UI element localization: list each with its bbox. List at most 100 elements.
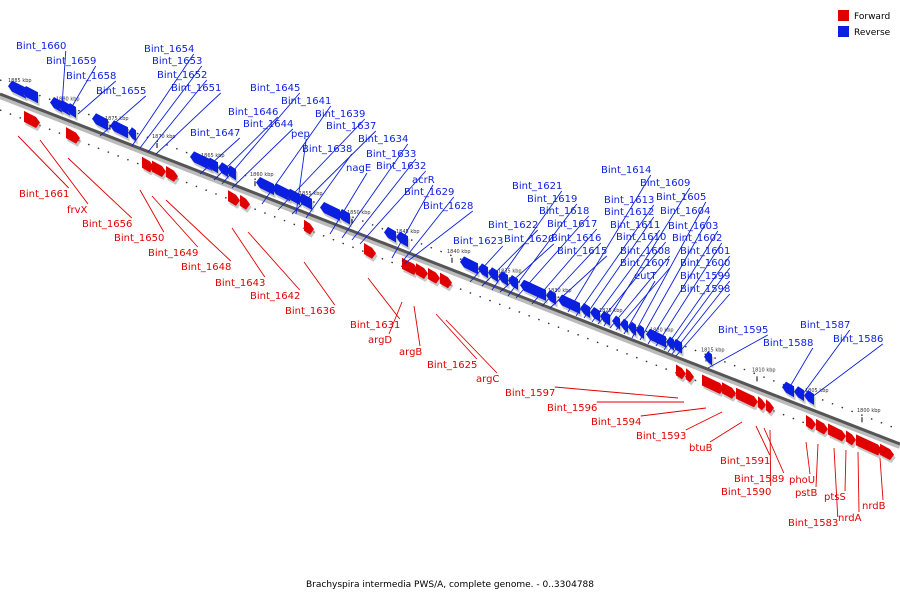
forward-gene-arrow[interactable] [758, 396, 766, 411]
gene-label-bint-1619[interactable]: Bint_1619 [527, 194, 577, 205]
gene-label-bint-1645[interactable]: Bint_1645 [250, 83, 300, 94]
gene-label-bint-1650[interactable]: Bint_1650 [114, 233, 164, 244]
reverse-gene-arrow[interactable] [128, 127, 136, 142]
reverse-gene-arrow[interactable] [704, 351, 712, 366]
forward-gene-arrow[interactable] [816, 418, 828, 435]
gene-label-bint-1632[interactable]: Bint_1632 [376, 161, 426, 172]
forward-gene-arrow[interactable] [828, 423, 846, 442]
forward-gene-arrow[interactable] [766, 399, 774, 414]
gene-label-bint-1593[interactable]: Bint_1593 [636, 431, 686, 442]
gene-label-bint-1653[interactable]: Bint_1653 [152, 56, 202, 67]
gene-label-nage[interactable]: nagE [346, 163, 371, 174]
forward-gene-arrow[interactable] [304, 219, 314, 235]
gene-label-bint-1616[interactable]: Bint_1616 [551, 233, 601, 244]
gene-label-bint-1633[interactable]: Bint_1633 [366, 149, 416, 160]
gene-label-bint-1586[interactable]: Bint_1586 [833, 334, 883, 345]
reverse-gene-arrow[interactable] [478, 263, 488, 279]
gene-label-bint-1590[interactable]: Bint_1590 [721, 487, 771, 498]
gene-label-bint-1612[interactable]: Bint_1612 [604, 207, 654, 218]
forward-gene-arrow[interactable] [228, 190, 240, 206]
forward-gene-arrow[interactable] [428, 267, 440, 284]
forward-gene-arrow[interactable] [856, 434, 882, 456]
gene-label-bint-1620[interactable]: Bint_1620 [504, 234, 554, 245]
gene-label-bint-1641[interactable]: Bint_1641 [281, 96, 331, 107]
gene-label-bint-1595[interactable]: Bint_1595 [718, 325, 768, 336]
gene-label-bint-1655[interactable]: Bint_1655 [96, 86, 146, 97]
gene-label-pstb[interactable]: pstB [795, 488, 817, 499]
gene-label-bint-1610[interactable]: Bint_1610 [616, 232, 666, 243]
reverse-gene-arrow[interactable] [498, 271, 508, 287]
reverse-gene-arrow[interactable] [206, 157, 218, 174]
gene-label-bint-1638[interactable]: Bint_1638 [302, 144, 352, 155]
gene-label-bint-1613[interactable]: Bint_1613 [604, 195, 654, 206]
forward-gene-arrow[interactable] [166, 166, 178, 182]
gene-label-pep[interactable]: pep [291, 129, 310, 140]
reverse-gene-arrow[interactable] [794, 386, 804, 402]
forward-gene-arrow[interactable] [66, 127, 80, 144]
gene-label-bint-1625[interactable]: Bint_1625 [427, 360, 477, 371]
reverse-gene-arrow[interactable] [646, 328, 666, 348]
gene-label-argc[interactable]: argC [476, 374, 499, 385]
gene-label-bint-1659[interactable]: Bint_1659 [46, 56, 96, 67]
forward-gene-arrow[interactable] [24, 110, 40, 129]
forward-gene-arrow[interactable] [686, 368, 694, 383]
reverse-gene-arrow[interactable] [600, 310, 610, 326]
gene-label-bint-1594[interactable]: Bint_1594 [591, 417, 641, 428]
gene-label-ptss[interactable]: ptsS [824, 492, 846, 503]
gene-label-phou[interactable]: phoU [789, 475, 815, 486]
gene-label-bint-1600[interactable]: Bint_1600 [680, 258, 730, 269]
gene-label-bint-1617[interactable]: Bint_1617 [547, 219, 597, 230]
gene-label-bint-1614[interactable]: Bint_1614 [601, 165, 651, 176]
forward-gene-arrow[interactable] [142, 156, 154, 173]
gene-label-bint-1597[interactable]: Bint_1597 [505, 388, 555, 399]
gene-label-bint-1643[interactable]: Bint_1643 [215, 278, 265, 289]
reverse-gene-arrow[interactable] [620, 318, 628, 333]
forward-gene-arrow[interactable] [676, 364, 686, 380]
gene-label-bint-1607[interactable]: Bint_1607 [620, 258, 670, 269]
gene-label-bint-1628[interactable]: Bint_1628 [423, 201, 473, 212]
gene-label-bint-1660[interactable]: Bint_1660 [16, 41, 66, 52]
gene-label-bint-1652[interactable]: Bint_1652 [157, 70, 207, 81]
gene-label-nrdb[interactable]: nrdB [862, 501, 886, 512]
gene-label-argb[interactable]: argB [399, 347, 422, 358]
gene-label-bint-1608[interactable]: Bint_1608 [620, 246, 670, 257]
gene-label-bint-1604[interactable]: Bint_1604 [660, 206, 710, 217]
gene-label-bint-1651[interactable]: Bint_1651 [171, 83, 221, 94]
reverse-gene-arrow[interactable] [460, 256, 478, 275]
forward-gene-arrow[interactable] [806, 414, 816, 430]
gene-label-bint-1661[interactable]: Bint_1661 [19, 189, 69, 200]
gene-label-bint-1591[interactable]: Bint_1591 [720, 456, 770, 467]
gene-label-bint-1636[interactable]: Bint_1636 [285, 306, 335, 317]
gene-label-bint-1603[interactable]: Bint_1603 [668, 221, 718, 232]
reverse-gene-arrow[interactable] [256, 177, 274, 196]
reverse-gene-arrow[interactable] [338, 208, 350, 225]
reverse-gene-arrow[interactable] [190, 151, 212, 171]
gene-label-btub[interactable]: btuB [689, 443, 713, 454]
gene-label-bint-1611[interactable]: Bint_1611 [610, 220, 660, 231]
forward-gene-arrow[interactable] [152, 160, 166, 178]
gene-label-bint-1646[interactable]: Bint_1646 [228, 107, 278, 118]
reverse-gene-arrow[interactable] [22, 86, 38, 104]
gene-label-bint-1583[interactable]: Bint_1583 [788, 518, 838, 529]
reverse-gene-arrow[interactable] [50, 96, 62, 113]
gene-label-bint-1602[interactable]: Bint_1602 [672, 233, 722, 244]
gene-label-bint-1648[interactable]: Bint_1648 [181, 262, 231, 273]
gene-label-bint-1631[interactable]: Bint_1631 [350, 320, 400, 331]
gene-label-bint-1647[interactable]: Bint_1647 [190, 128, 240, 139]
gene-label-argd[interactable]: argD [368, 335, 392, 346]
reverse-gene-arrow[interactable] [66, 103, 76, 119]
reverse-gene-arrow[interactable] [92, 113, 108, 131]
forward-gene-arrow[interactable] [702, 374, 724, 395]
gene-label-bint-1642[interactable]: Bint_1642 [250, 291, 300, 302]
gene-label-acrr[interactable]: acrR [412, 175, 435, 186]
reverse-gene-arrow[interactable] [384, 226, 396, 243]
gene-label-bint-1634[interactable]: Bint_1634 [358, 134, 408, 145]
gene-label-bint-1654[interactable]: Bint_1654 [144, 44, 194, 55]
forward-gene-arrow[interactable] [880, 443, 894, 461]
gene-label-bint-1618[interactable]: Bint_1618 [539, 206, 589, 217]
gene-label-bint-1599[interactable]: Bint_1599 [680, 271, 730, 282]
gene-label-bint-1587[interactable]: Bint_1587 [800, 320, 850, 331]
gene-label-bint-1596[interactable]: Bint_1596 [547, 403, 597, 414]
gene-label-bint-1609[interactable]: Bint_1609 [640, 178, 690, 189]
reverse-gene-arrow[interactable] [8, 80, 26, 99]
